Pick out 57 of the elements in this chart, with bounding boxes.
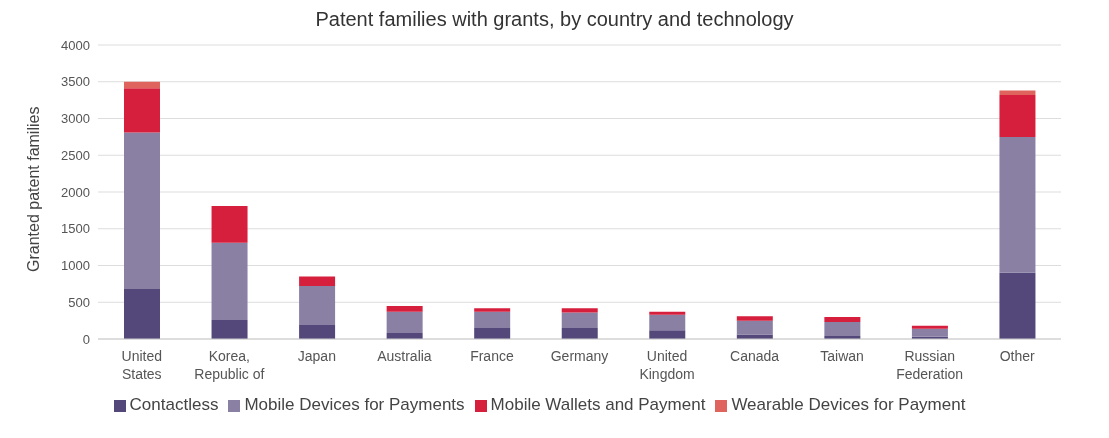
bar	[124, 132, 160, 290]
x-tick-label: Other	[999, 348, 1036, 364]
bar	[999, 136, 1036, 273]
x-tick-label: Russian Federation	[896, 348, 964, 382]
y-tick-label: 0	[82, 331, 90, 347]
x-tick-label: Taiwan	[820, 348, 864, 364]
bar	[649, 330, 686, 339]
x-tick-label: United States	[121, 348, 163, 382]
y-tick-label: 500	[68, 294, 90, 310]
bar	[999, 90, 1036, 95]
legend-label: Wearable Devices for Payment	[731, 395, 966, 414]
bar	[911, 328, 948, 337]
legend-label: Mobile Devices for Payments	[244, 395, 465, 414]
bar	[474, 308, 511, 312]
bar	[299, 276, 336, 287]
x-tick-label: Germany	[550, 348, 609, 364]
chart-title: Patent families with grants, by country and technology	[314, 8, 795, 31]
bar	[124, 81, 160, 89]
bar	[474, 311, 511, 328]
bar	[561, 312, 598, 328]
legend-label: Contactless	[129, 395, 219, 414]
bar	[299, 325, 336, 339]
bar	[124, 88, 160, 133]
bar	[211, 242, 248, 320]
x-tick-label: Canada	[730, 348, 780, 364]
x-tick-label: France	[470, 348, 514, 364]
bar	[474, 327, 511, 339]
y-tick-label: 3500	[61, 74, 90, 90]
y-tick-label: 2000	[61, 184, 90, 200]
bar	[824, 316, 861, 323]
x-tick-label: Australia	[377, 348, 432, 364]
bar	[561, 327, 598, 339]
bar	[824, 322, 861, 337]
bar	[999, 272, 1036, 339]
bar	[736, 320, 773, 335]
bar	[649, 311, 686, 315]
y-tick-label: 2500	[61, 147, 90, 163]
bar	[124, 289, 160, 339]
y-tick-label: 1500	[61, 221, 90, 237]
legend-label: Mobile Wallets and Payment	[490, 395, 706, 414]
y-tick-label: 1000	[61, 258, 90, 274]
bar	[999, 94, 1036, 137]
bar	[386, 305, 423, 312]
y-tick-label: 3000	[61, 111, 90, 127]
y-axis-title: Granted patent families	[24, 106, 42, 272]
bar	[911, 325, 948, 329]
x-tick-label: United Kingdom	[639, 348, 695, 382]
bar	[561, 308, 598, 313]
x-tick-label: Korea, Republic of	[194, 348, 265, 382]
y-tick-label: 4000	[61, 37, 90, 53]
x-tick-label: Japan	[297, 348, 336, 364]
bar	[386, 311, 423, 334]
bar	[211, 319, 248, 339]
bar	[299, 286, 336, 326]
bar	[736, 316, 773, 321]
bar	[649, 314, 686, 331]
bar	[211, 205, 248, 243]
